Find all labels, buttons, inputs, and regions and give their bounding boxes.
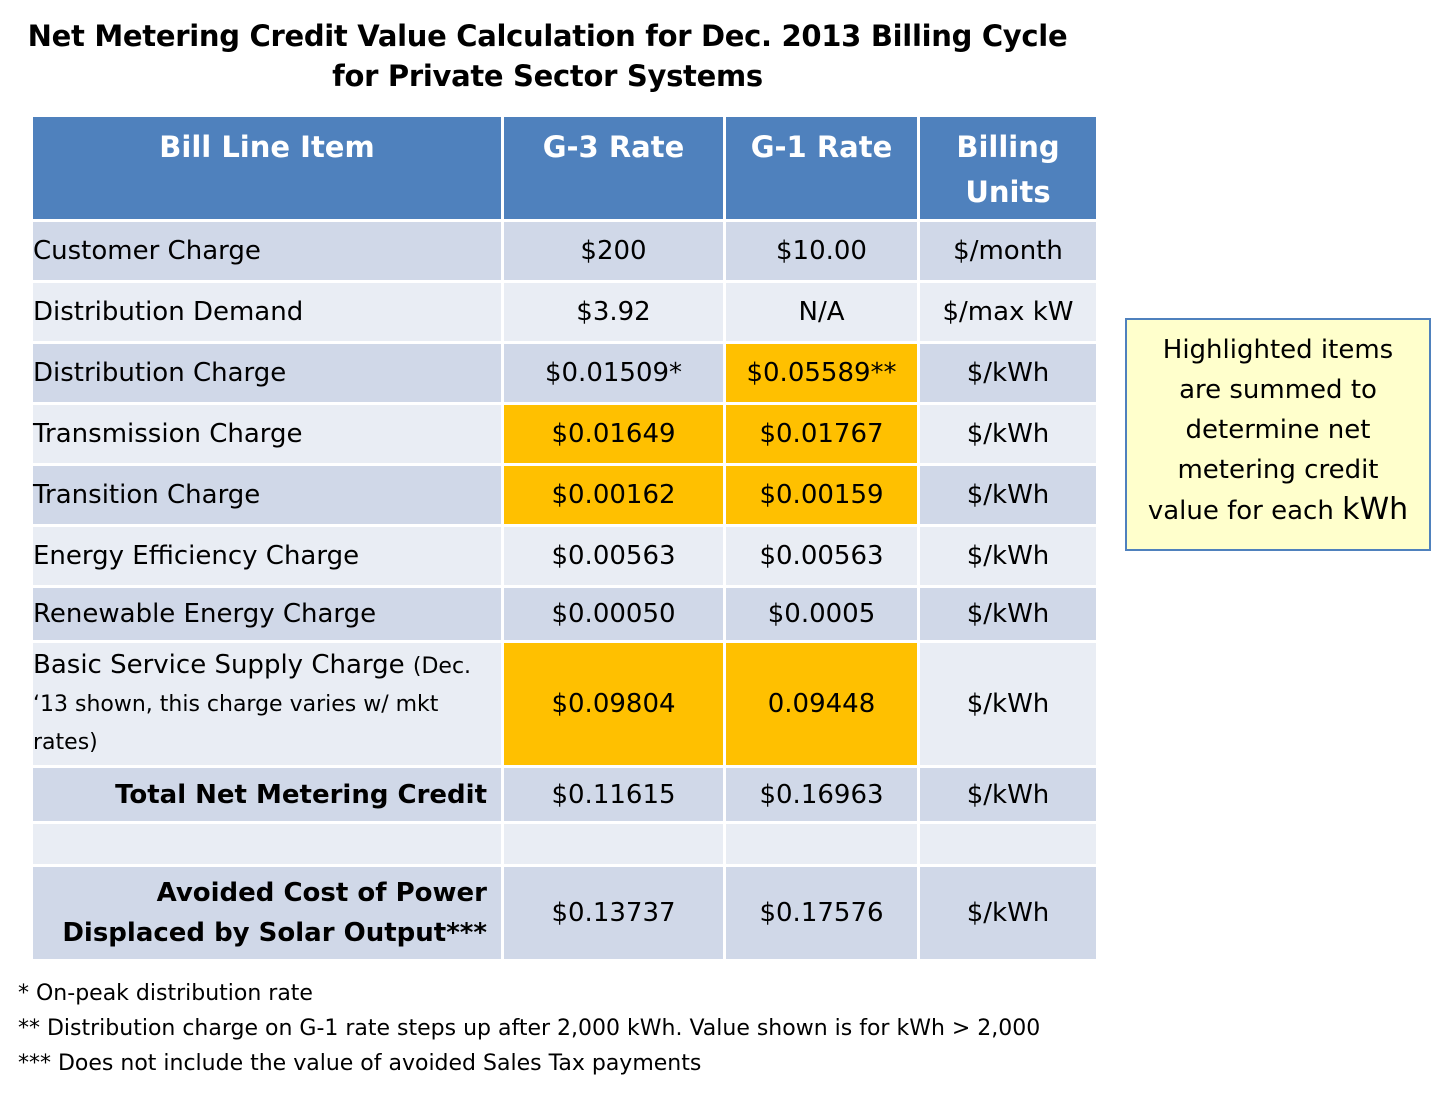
row-g1: $0.0005 xyxy=(723,585,920,643)
total-row: Total Net Metering Credit $0.11615 $0.16… xyxy=(30,765,1099,824)
row-g1-highlighted: $0.00159 xyxy=(723,463,920,527)
header-g1-rate: G-1 Rate xyxy=(723,114,920,222)
table-header-row: Bill Line Item G-3 Rate G-1 Rate Billing… xyxy=(30,114,1099,222)
row-item-note: (Dec. ‘13 shown, this charge varies w/ m… xyxy=(33,654,472,755)
row-g1: N/A xyxy=(723,280,920,344)
footnote: * On-peak distribution rate xyxy=(18,981,313,1006)
row-g3-highlighted: $0.01649 xyxy=(501,402,726,466)
row-item: Renewable Energy Charge xyxy=(30,585,504,643)
callout-line: value for each kWh xyxy=(1127,490,1429,531)
row-item: Energy Efficiency Charge xyxy=(30,524,504,588)
row-item: Customer Charge xyxy=(30,219,504,283)
row-item: Distribution Demand xyxy=(30,280,504,344)
row-item: Distribution Charge xyxy=(30,341,504,405)
row-g3: $200 xyxy=(501,219,726,283)
table-row: Distribution Demand $3.92 N/A $/max kW xyxy=(30,280,1099,344)
row-g3: $3.92 xyxy=(501,280,726,344)
callout-kwh: kWh xyxy=(1342,492,1409,527)
table-row: Basic Service Supply Charge (Dec. ‘13 sh… xyxy=(30,640,1099,768)
spacer-cell xyxy=(917,821,1099,867)
avoided-cost-label-line1: Avoided Cost of Power xyxy=(156,878,487,908)
header-g3-rate: G-3 Rate xyxy=(501,114,726,222)
avoided-cost-label-line2: Displaced by Solar Output*** xyxy=(62,918,487,948)
total-g3: $0.11615 xyxy=(501,765,726,824)
row-item: Transition Charge xyxy=(30,463,504,527)
total-g1: $0.16963 xyxy=(723,765,920,824)
spacer-cell xyxy=(30,821,504,867)
page-title: Net Metering Credit Value Calculation fo… xyxy=(0,16,1095,96)
table-row: Customer Charge $200 $10.00 $/month xyxy=(30,219,1099,283)
header-billing-units-line1: Billing xyxy=(956,130,1060,164)
footnotes: * On-peak distribution rate ** Distribut… xyxy=(18,976,1040,1081)
row-units: $/kWh xyxy=(917,341,1099,405)
callout-line: determine net xyxy=(1185,415,1371,445)
row-g1-highlighted: $0.01767 xyxy=(723,402,920,466)
avoided-units: $/kWh xyxy=(917,864,1099,962)
table-row: Transmission Charge $0.01649 $0.01767 $/… xyxy=(30,402,1099,466)
callout-line: are summed to xyxy=(1179,375,1377,405)
row-units: $/month xyxy=(917,219,1099,283)
highlight-legend-callout: Highlighted items are summed to determin… xyxy=(1125,318,1431,551)
footnote: *** Does not include the value of avoide… xyxy=(18,1051,702,1076)
row-item: Transmission Charge xyxy=(30,402,504,466)
row-g3: $0.01509* xyxy=(501,341,726,405)
callout-line: Highlighted items xyxy=(1162,335,1394,365)
row-g3-highlighted: $0.09804 xyxy=(501,640,726,768)
row-g3: $0.00563 xyxy=(501,524,726,588)
avoided-g1: $0.17576 xyxy=(723,864,920,962)
row-units: $/kWh xyxy=(917,524,1099,588)
header-billing-units-line2: Units xyxy=(965,175,1051,209)
row-units: $/kWh xyxy=(917,640,1099,768)
row-item: Basic Service Supply Charge (Dec. ‘13 sh… xyxy=(30,640,504,768)
total-label: Total Net Metering Credit xyxy=(30,765,504,824)
row-g1: $10.00 xyxy=(723,219,920,283)
spacer-cell xyxy=(723,821,920,867)
row-units: $/kWh xyxy=(917,585,1099,643)
avoided-g3: $0.13737 xyxy=(501,864,726,962)
callout-text: value for each xyxy=(1147,496,1334,526)
title-line-2: for Private Sector Systems xyxy=(332,59,763,93)
row-g1: $0.00563 xyxy=(723,524,920,588)
table-row: Transition Charge $0.00162 $0.00159 $/kW… xyxy=(30,463,1099,527)
footnote: ** Distribution charge on G-1 rate steps… xyxy=(18,1016,1041,1041)
avoided-cost-row: Avoided Cost of Power Displaced by Solar… xyxy=(30,864,1099,962)
spacer-row xyxy=(30,821,1099,867)
row-units: $/kWh xyxy=(917,463,1099,527)
rates-table: Bill Line Item G-3 Rate G-1 Rate Billing… xyxy=(30,114,1099,962)
row-g3-highlighted: $0.00162 xyxy=(501,463,726,527)
callout-line: metering credit xyxy=(1177,455,1379,485)
row-g3: $0.00050 xyxy=(501,585,726,643)
row-g1-highlighted: $0.05589** xyxy=(723,341,920,405)
total-units: $/kWh xyxy=(917,765,1099,824)
spacer-cell xyxy=(501,821,726,867)
title-line-1: Net Metering Credit Value Calculation fo… xyxy=(27,19,1068,53)
header-bill-line-item: Bill Line Item xyxy=(30,114,504,222)
row-units: $/kWh xyxy=(917,402,1099,466)
row-item-name: Basic Service Supply Charge xyxy=(33,650,405,680)
header-billing-units: Billing Units xyxy=(917,114,1099,222)
row-units: $/max kW xyxy=(917,280,1099,344)
table-row: Energy Efficiency Charge $0.00563 $0.005… xyxy=(30,524,1099,588)
table-row: Renewable Energy Charge $0.00050 $0.0005… xyxy=(30,585,1099,643)
table-row: Distribution Charge $0.01509* $0.05589**… xyxy=(30,341,1099,405)
row-g1-highlighted: 0.09448 xyxy=(723,640,920,768)
avoided-cost-label: Avoided Cost of Power Displaced by Solar… xyxy=(30,864,504,962)
